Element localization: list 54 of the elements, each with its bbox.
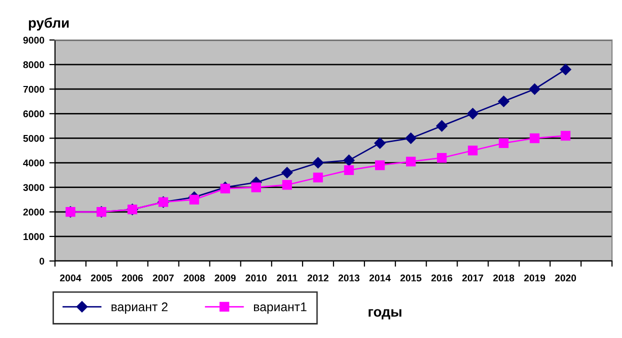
point	[343, 154, 355, 166]
x-tick-label: 2007	[152, 274, 174, 282]
x-tick-label: 2008	[184, 274, 205, 282]
x-tick-label: 2019	[524, 274, 546, 282]
point	[282, 180, 292, 190]
x-tick-label: 2018	[493, 274, 514, 282]
y-tick-label: 3000	[23, 184, 44, 191]
point	[375, 160, 385, 170]
point	[189, 194, 200, 204]
x-tick-label: 2016	[431, 274, 452, 282]
legend-label: вариант1	[254, 302, 306, 314]
y-tick-label: 6000	[23, 110, 44, 118]
y-tick-label: 9000	[23, 36, 44, 44]
point	[312, 157, 324, 168]
x-tick-label: 2004	[60, 274, 82, 282]
point	[530, 133, 540, 144]
x-tick-label: 2005	[90, 274, 112, 282]
legend-label: вариант 2	[112, 302, 168, 314]
point	[405, 132, 416, 144]
point	[281, 166, 293, 178]
point	[498, 96, 510, 107]
y-tick-label: 2000	[23, 208, 44, 216]
point	[467, 108, 478, 120]
point	[436, 153, 447, 163]
point	[251, 182, 261, 192]
x-tick-label: 2015	[400, 274, 422, 282]
x-tick-label: 2014	[369, 274, 391, 282]
x-tick-label: 2009	[214, 274, 236, 282]
x-tick-label: 2011	[276, 274, 298, 282]
x-tick-label: 2012	[308, 274, 328, 282]
point	[344, 165, 354, 176]
point	[529, 84, 540, 95]
y-tick-label: 0	[40, 258, 44, 265]
point	[560, 64, 572, 76]
y-tick-label: 8000	[23, 61, 44, 68]
y-tick-label: 5000	[23, 134, 44, 142]
y-tick-label: 1000	[24, 233, 44, 240]
x-tick-label: 2010	[246, 274, 267, 282]
y-axis-title: рубли	[28, 17, 69, 31]
point	[468, 146, 478, 156]
x-tick-label: 2020	[555, 274, 576, 282]
y-tick-label: 7000	[23, 86, 44, 93]
point	[374, 138, 386, 149]
x-tick-label: 2017	[462, 274, 484, 282]
point	[406, 156, 416, 166]
point	[220, 184, 230, 194]
x-tick-label: 2013	[338, 274, 360, 282]
point	[313, 172, 323, 182]
point	[498, 138, 509, 148]
x-axis-title: годы	[368, 309, 402, 320]
y-tick-label: 4000	[23, 160, 44, 166]
x-tick-label: 2006	[122, 274, 143, 282]
point	[560, 130, 570, 141]
point	[436, 120, 448, 132]
